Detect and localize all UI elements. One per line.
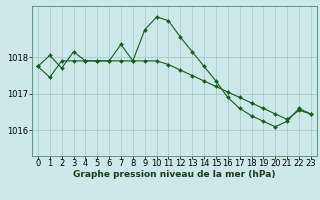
X-axis label: Graphe pression niveau de la mer (hPa): Graphe pression niveau de la mer (hPa) (73, 170, 276, 179)
